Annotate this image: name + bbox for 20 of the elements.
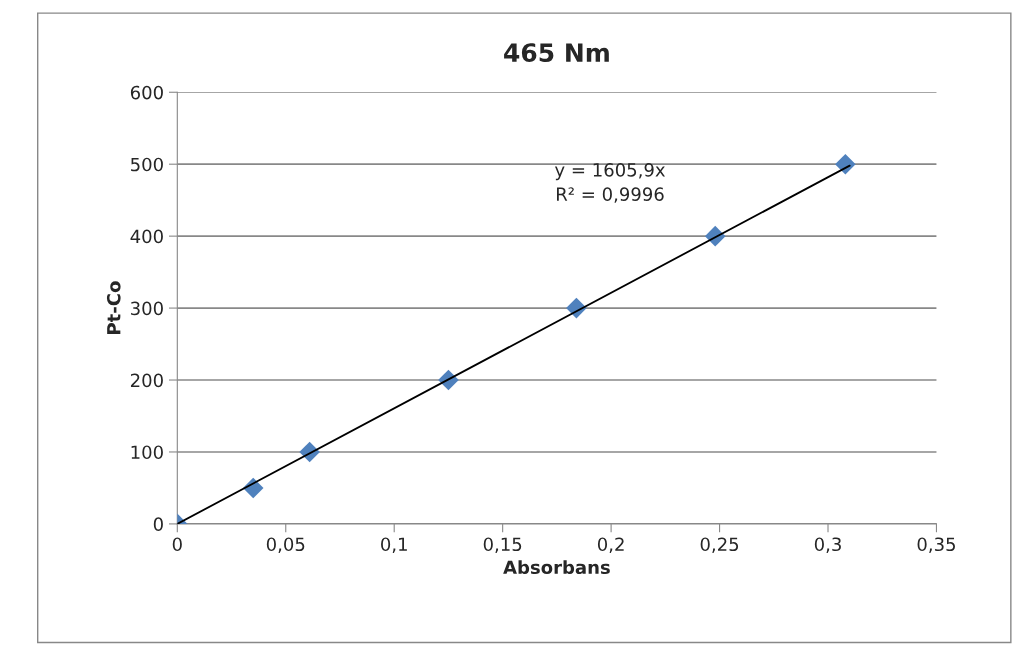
annotation: y = 1605,9x R² = 0,9996 — [554, 163, 666, 203]
y-tick-label: 200 — [130, 373, 163, 388]
y-tick-label: 0 — [153, 517, 163, 532]
x-tick-label: 0,1 — [381, 537, 407, 553]
x-axis-title: Absorbans — [503, 560, 610, 575]
y-tick-label: 100 — [131, 445, 163, 460]
point — [835, 153, 856, 175]
x-tick-label: 0,35 — [917, 537, 955, 553]
x-tick-label: 0,15 — [483, 537, 522, 553]
y-tick-label: 300 — [131, 301, 163, 316]
chart-title: 465 Nm — [504, 43, 609, 63]
y-tick-label: 400 — [130, 229, 163, 244]
x-tick-label: 0,2 — [597, 537, 624, 553]
x-tick-label: 0,3 — [814, 537, 841, 553]
x-tick-label: 0 — [172, 537, 182, 552]
y-axis-title: Pt-Co — [106, 281, 121, 334]
y-tick-label: 600 — [130, 85, 163, 100]
x-tick-label: 0,05 — [266, 537, 305, 553]
x-tick-label: 0,25 — [700, 537, 739, 553]
y-tick-label: 500 — [131, 157, 163, 172]
